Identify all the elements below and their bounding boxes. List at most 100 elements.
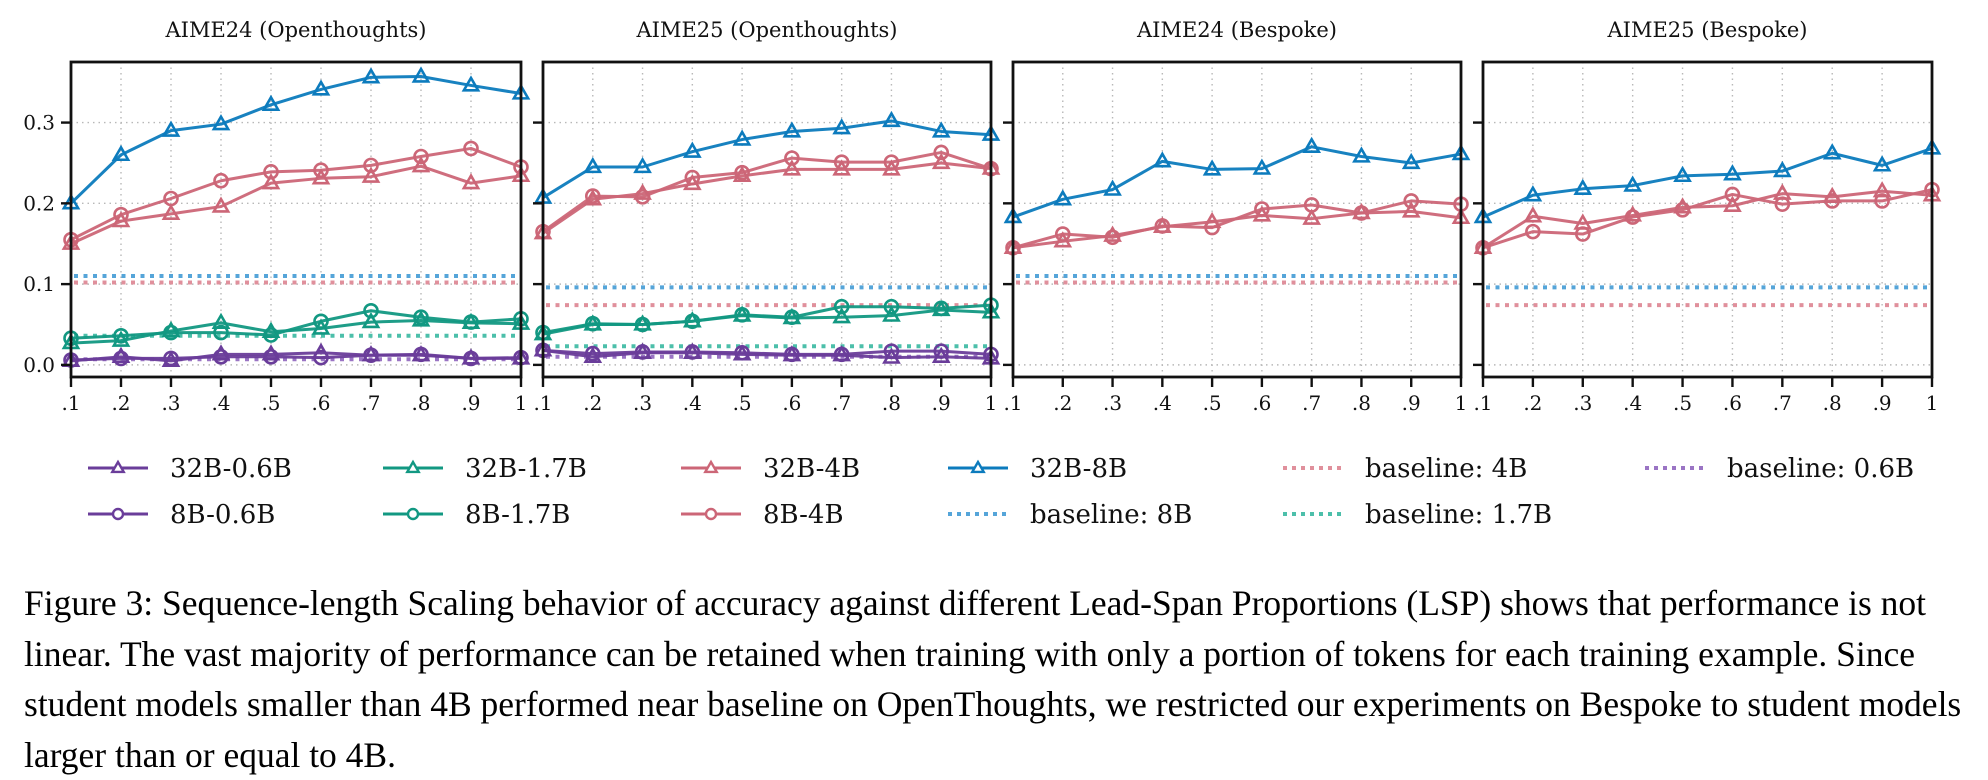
data-point xyxy=(1054,226,1071,242)
legend-item-baseline-8b: baseline: 8B xyxy=(948,500,1192,530)
data-point xyxy=(113,328,129,344)
data-point xyxy=(313,162,329,179)
data-point xyxy=(883,343,900,359)
data-point xyxy=(931,121,951,138)
data-point xyxy=(463,350,479,367)
data-point xyxy=(311,79,331,96)
circle-marker-icon xyxy=(406,507,420,521)
series-line-8b-4b xyxy=(1012,199,1462,250)
data-point xyxy=(583,156,603,174)
data-point xyxy=(161,203,181,221)
data-point xyxy=(1152,151,1172,168)
x-tick-label: .8 xyxy=(882,391,901,415)
legend-label: 32B-1.7B xyxy=(465,454,587,484)
x-tick-label: .1 xyxy=(533,391,552,415)
data-point xyxy=(784,150,800,166)
legend-label: baseline: 4B xyxy=(1365,454,1527,484)
data-point xyxy=(261,344,281,361)
x-tick-label: .7 xyxy=(361,391,380,415)
data-point xyxy=(782,121,802,138)
data-point xyxy=(361,67,381,84)
data-point xyxy=(682,141,702,158)
y-tick-label: 0.0 xyxy=(23,353,55,377)
data-point xyxy=(1202,159,1222,176)
x-tick-label: .7 xyxy=(1302,391,1321,415)
figure-caption: Figure 3: Sequence-length Scaling behavi… xyxy=(24,583,1962,775)
series-line-32b-8b xyxy=(1012,145,1462,219)
series-32b-8b xyxy=(1473,138,1942,224)
series-32b-8b xyxy=(61,66,531,210)
data-point xyxy=(734,344,750,361)
data-point xyxy=(1874,193,1890,209)
data-point xyxy=(313,349,329,366)
data-point xyxy=(1302,208,1322,225)
data-point xyxy=(363,347,379,363)
x-tick-label: .5 xyxy=(1673,391,1692,415)
data-point xyxy=(111,144,131,162)
figure-chart: AIME24 (Openthoughts) 0.0 0.1 0.2 0.3 .1 .2 .3.… xyxy=(23,18,1942,530)
series-line-8b-4b xyxy=(542,150,992,233)
data-point xyxy=(1353,205,1370,221)
data-point xyxy=(1403,193,1420,209)
data-point xyxy=(1523,206,1543,223)
x-tick-label: .2 xyxy=(111,391,130,415)
triangle-marker-icon xyxy=(405,459,421,474)
data-point xyxy=(832,118,852,135)
data-point xyxy=(211,114,231,131)
legend-label: 8B-0.6B xyxy=(170,500,275,530)
data-point xyxy=(784,309,800,326)
data-point xyxy=(413,346,429,363)
data-point xyxy=(882,110,901,128)
x-tick-label: .6 xyxy=(1252,391,1271,415)
data-point xyxy=(832,307,852,324)
x-tick-label: .7 xyxy=(832,391,851,415)
data-point xyxy=(684,344,701,360)
data-point xyxy=(634,316,651,333)
data-point xyxy=(1723,195,1742,212)
x-tick-label: .3 xyxy=(1103,391,1122,415)
data-point xyxy=(163,324,179,341)
data-point xyxy=(734,307,750,323)
series-8b-0-6b xyxy=(63,346,529,368)
data-point xyxy=(1624,209,1641,225)
y-tick-label: 0.3 xyxy=(23,111,55,135)
data-point xyxy=(261,173,281,190)
data-point xyxy=(461,75,481,92)
data-point xyxy=(261,94,281,111)
x-tick-label: .1 xyxy=(1003,391,1022,415)
legend-item-32b-8b: 32B-8B xyxy=(948,454,1127,484)
data-point xyxy=(1673,197,1692,214)
data-point xyxy=(584,315,601,332)
x-tick-label: .8 xyxy=(1352,391,1371,415)
panel-aime25-openthoughts: AIME25 (Openthoughts) .1 .2 .3 .4 .5 .6 .7 .8 .9 1 xyxy=(533,18,1001,415)
series-line-32b-8b xyxy=(1482,147,1933,219)
series-32b-8b xyxy=(1003,136,1471,224)
panel-title: AIME24 (Openthoughts) xyxy=(164,18,426,42)
data-point xyxy=(211,344,231,361)
x-tick-label: .6 xyxy=(1723,391,1742,415)
x-tick-label: 1 xyxy=(1926,391,1939,415)
x-tick-label: .2 xyxy=(1053,391,1072,415)
series-32b-8b xyxy=(533,110,1001,204)
data-point xyxy=(833,346,850,363)
data-point xyxy=(931,152,951,170)
data-point xyxy=(163,190,179,207)
x-tick-label: 1 xyxy=(985,391,998,415)
triangle-marker-icon xyxy=(110,459,126,474)
data-point xyxy=(734,164,750,181)
data-point xyxy=(411,66,431,83)
data-point xyxy=(1352,146,1371,163)
data-point xyxy=(1774,196,1791,212)
data-point xyxy=(411,310,431,327)
triangle-marker-icon xyxy=(970,459,986,474)
x-tick-label: .1 xyxy=(61,391,80,415)
x-tick-label: .1 xyxy=(1473,391,1492,415)
data-point xyxy=(1154,218,1171,234)
series-8b-4b xyxy=(63,140,529,248)
data-point xyxy=(1822,143,1842,160)
x-tick-label: .5 xyxy=(1203,391,1222,415)
data-point xyxy=(1872,155,1892,172)
data-point xyxy=(833,154,850,170)
legend-label: baseline: 8B xyxy=(1030,500,1192,530)
series-line-32b-4b xyxy=(1482,189,1933,250)
